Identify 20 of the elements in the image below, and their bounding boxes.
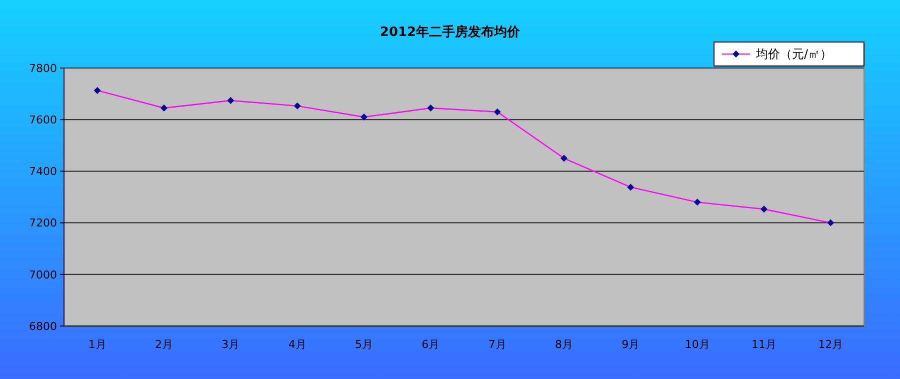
x-tick-label: 11月 bbox=[752, 338, 776, 351]
y-tick-label: 7000 bbox=[29, 268, 57, 282]
y-tick-label: 7200 bbox=[29, 216, 57, 230]
legend-label: 均价（元/㎡） bbox=[755, 47, 832, 62]
x-tick-label: 5月 bbox=[355, 338, 373, 351]
x-tick-label: 4月 bbox=[288, 338, 306, 351]
x-tick-label: 1月 bbox=[88, 338, 106, 351]
y-tick-label: 6800 bbox=[29, 320, 57, 333]
x-tick-label: 10月 bbox=[684, 338, 710, 351]
y-tick-label: 7800 bbox=[29, 62, 57, 75]
x-tick-label: 12月 bbox=[818, 338, 844, 351]
x-tick-label: 9月 bbox=[622, 338, 640, 351]
y-tick-label: 7600 bbox=[29, 113, 57, 126]
x-tick-label: 8月 bbox=[555, 338, 573, 351]
x-tick-label: 6月 bbox=[422, 338, 440, 351]
x-tick-label: 2月 bbox=[155, 338, 173, 351]
chart-title: 2012年二手房发布均价 bbox=[380, 24, 522, 40]
x-tick-label: 3月 bbox=[222, 338, 240, 351]
x-tick-label: 7月 bbox=[488, 338, 506, 351]
y-tick-label: 7400 bbox=[29, 165, 57, 178]
